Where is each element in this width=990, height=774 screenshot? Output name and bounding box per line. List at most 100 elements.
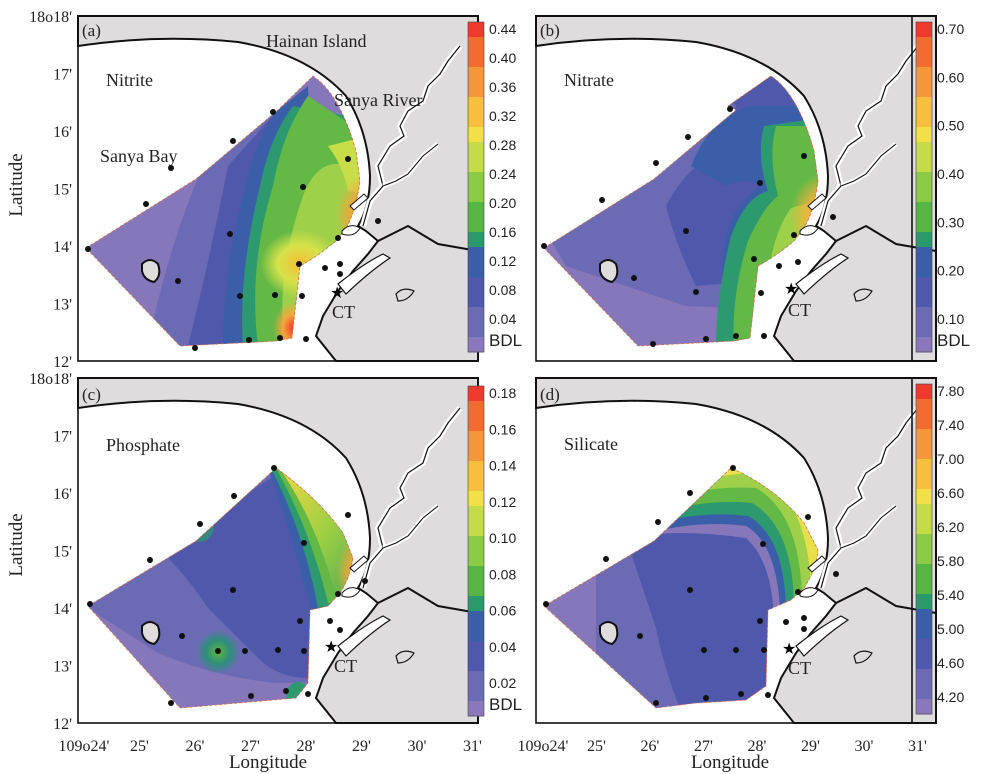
ct-label: CT: [332, 302, 355, 322]
hainan-island-label: Hainan Island: [266, 31, 366, 51]
colorbar-label: 0.10: [937, 311, 964, 327]
longitude-tick-label: 28': [748, 738, 767, 755]
colorbar-swatch: [916, 307, 932, 323]
colorbar-label: 7.00: [937, 451, 964, 467]
colorbar-label: 0.04: [489, 639, 516, 655]
colorbar-swatch: [468, 581, 484, 597]
colorbar-swatch: [468, 521, 484, 537]
longitude-tick-label: 25': [587, 738, 606, 755]
colorbar-swatch: [916, 579, 932, 595]
longitude-tick-label: 30': [408, 738, 427, 755]
colorbar-label: 0.12: [489, 494, 516, 510]
colorbar-swatch: [916, 399, 932, 415]
colorbar-swatch: [916, 624, 932, 640]
latitude-tick-label: 18o18': [29, 9, 72, 26]
colorbar-swatch: [468, 307, 484, 323]
colorbar-swatch: [916, 609, 932, 625]
colorbar-swatch: [468, 641, 484, 657]
colorbar-label: 0.30: [937, 214, 964, 230]
colorbar-swatch: [916, 202, 932, 218]
colorbar-label: 5.80: [937, 553, 964, 569]
colorbar-swatch: [468, 611, 484, 627]
panel-tag: (d): [540, 385, 560, 404]
colorbar-swatch: [916, 414, 932, 430]
colorbar-swatch: [916, 429, 932, 445]
colorbar-swatch: [468, 506, 484, 522]
colorbar-swatch: [468, 431, 484, 447]
station-dots: [87, 465, 368, 706]
station-dots: [541, 106, 836, 347]
colorbar-swatch: [468, 551, 484, 567]
y-axis-title-bottom: Latitude: [6, 513, 27, 576]
colorbar-swatch: [468, 157, 484, 173]
longitude-tick-label: 109o24': [518, 738, 569, 755]
colorbar-swatch: [916, 232, 932, 248]
colorbar-label: 0.16: [489, 421, 516, 437]
colorbar-label: 0.02: [489, 675, 516, 691]
colorbar-swatch: [916, 337, 932, 353]
longitude-tick-label: 29': [352, 738, 371, 755]
longitude-tick-label: 27': [694, 738, 713, 755]
colorbar-label: 0.40: [489, 50, 516, 66]
colorbar-swatch: [916, 474, 932, 490]
colorbar-label: 0.06: [489, 603, 516, 619]
colorbar-label: 0.14: [489, 458, 516, 474]
colorbar-label: 0.18: [489, 385, 516, 401]
colorbar-swatch: [468, 292, 484, 308]
panel-frame: [535, 15, 913, 362]
colorbar-swatch: [468, 491, 484, 507]
latitude-tick-label: 17': [53, 67, 72, 84]
parameter-label: Silicate: [564, 434, 618, 454]
colorbar-swatch: [916, 669, 932, 685]
colorbar-swatch: [468, 596, 484, 612]
colorbar-frame: [915, 21, 933, 353]
colorbar-label: 7.80: [937, 383, 964, 399]
sanya-river-label: Sanya River: [334, 90, 422, 110]
colorbar-label: 0.24: [489, 166, 516, 182]
colorbar-swatch: [468, 37, 484, 53]
colorbar-swatch: [468, 22, 484, 38]
latitude-tick-label: 16': [53, 124, 72, 141]
latitude-tick-label: 14': [53, 239, 72, 256]
panel-nitrite: ★ CT Hainan Island Sanya River Sanya Bay…: [77, 15, 522, 362]
latitude-tick-label: 18o18': [29, 371, 72, 388]
colorbar-frame: [915, 383, 933, 715]
colorbar-swatch: [916, 684, 932, 700]
colorbar-swatch: [916, 157, 932, 173]
colorbar-swatch: [916, 82, 932, 98]
colorbar-label: 0.50: [937, 118, 964, 134]
station-dots: [85, 109, 381, 351]
latitude-tick-label: 12': [53, 716, 72, 733]
colorbar-label: 5.00: [937, 621, 964, 637]
colorbar-swatch: [916, 654, 932, 670]
colorbar-swatch: [916, 699, 932, 715]
colorbar-swatch: [468, 656, 484, 672]
panel-phosphate: ★ CT Phosphate (c) 0.180.160.140.120.100…: [77, 377, 522, 724]
colorbar-label: 0.44: [489, 21, 516, 37]
longitude-tick-label: 31': [463, 738, 482, 755]
colorbar-swatch: [468, 322, 484, 338]
colorbar-swatch: [468, 112, 484, 128]
colorbar-label: 0.32: [489, 108, 516, 124]
colorbar-swatch: [916, 217, 932, 233]
colorbar-swatch: [468, 566, 484, 582]
colorbar-swatch: [468, 476, 484, 492]
colorbar-swatch: [468, 127, 484, 143]
colorbar-swatch: [468, 337, 484, 353]
longitude-tick-label: 109o24': [59, 738, 110, 755]
colorbar-label: 0.40: [937, 166, 964, 182]
y-axis-title-top: Latitude: [6, 153, 27, 216]
colorbar-label: BDL: [937, 331, 970, 350]
ct-star-icon: ★: [784, 281, 798, 298]
colorbar-swatch: [916, 292, 932, 308]
colorbar-swatch: [916, 384, 932, 400]
longitude-tick-label: 26': [186, 738, 205, 755]
longitude-tick-label: 25': [130, 738, 149, 755]
ct-star-icon: ★: [324, 639, 338, 656]
colorbar-swatch: [916, 444, 932, 460]
colorbar-swatch: [916, 262, 932, 278]
colorbar-swatch: [916, 142, 932, 158]
x-axis-title-left: Longitude: [229, 752, 307, 773]
longitude-tick-label: 31': [908, 738, 927, 755]
